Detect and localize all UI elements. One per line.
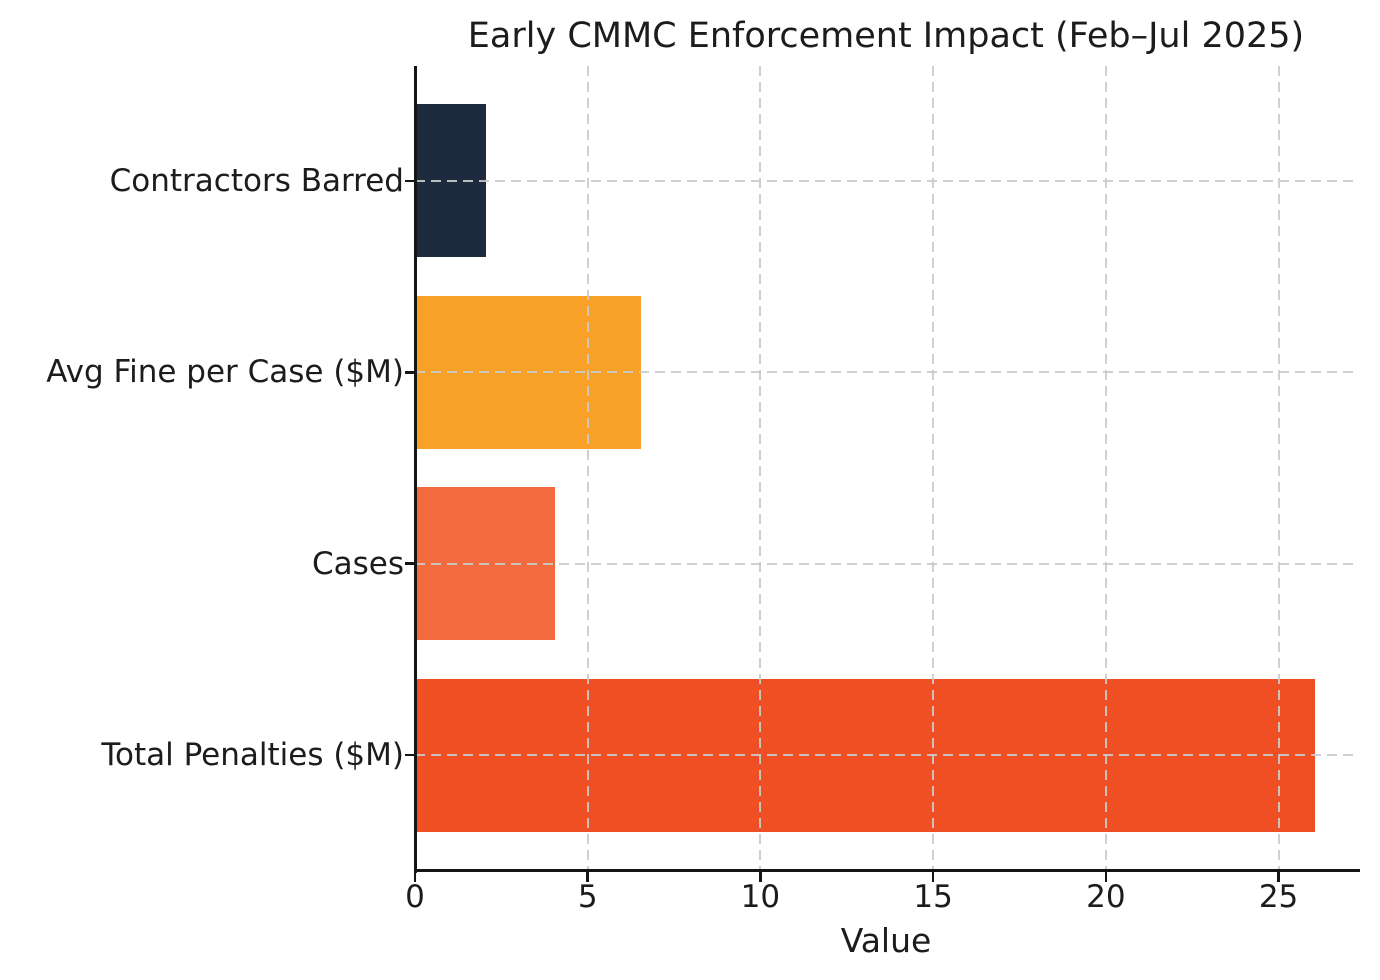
x-tick-label-10: 10 — [740, 879, 781, 915]
v-gridline-5 — [586, 66, 589, 870]
x-tick-5 — [586, 871, 589, 882]
v-gridline-15 — [932, 66, 935, 870]
x-axis-label: Value — [840, 921, 932, 960]
x-tick-label-5: 5 — [577, 879, 598, 915]
y-tick-total-penalties-m — [405, 753, 415, 757]
y-axis-spine — [413, 66, 417, 873]
x-tick-0 — [413, 871, 417, 882]
h-gridline-avg-fine-per-case-m — [415, 371, 1358, 374]
x-tick-label-15: 15 — [913, 879, 953, 915]
v-gridline-10 — [759, 66, 762, 870]
x-axis-spine — [413, 868, 1360, 872]
y-tick-label-cases: Cases — [311, 545, 404, 582]
x-tick-25 — [1277, 871, 1280, 882]
x-tick-label-0: 0 — [405, 879, 425, 915]
x-tick-15 — [931, 871, 935, 882]
v-gridline-25 — [1277, 66, 1280, 870]
x-tick-10 — [759, 871, 762, 882]
y-tick-avg-fine-per-case-m — [405, 371, 415, 374]
v-gridline-20 — [1104, 66, 1107, 870]
y-tick-contractors-barred — [405, 179, 415, 183]
chart-title: Early CMMC Enforcement Impact (Feb–Jul 2… — [467, 16, 1305, 56]
h-gridline-cases — [415, 562, 1358, 565]
y-tick-label-contractors-barred: Contractors Barred — [109, 162, 404, 199]
x-tick-label-25: 25 — [1258, 879, 1299, 915]
h-gridline-contractors-barred — [415, 179, 1358, 182]
y-tick-label-avg-fine-per-case-m: Avg Fine per Case ($M) — [46, 354, 404, 391]
y-tick-label-total-penalties-m: Total Penalties ($M) — [101, 737, 404, 774]
y-tick-cases — [405, 562, 415, 565]
x-tick-label-20: 20 — [1086, 879, 1126, 915]
h-gridline-total-penalties-m — [415, 754, 1358, 757]
x-tick-20 — [1104, 871, 1108, 882]
